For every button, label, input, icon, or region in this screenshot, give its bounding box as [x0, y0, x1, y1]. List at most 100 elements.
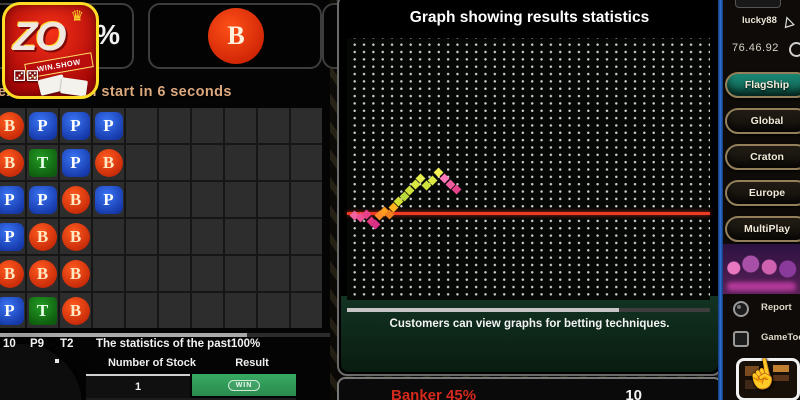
- board-cell: [126, 293, 157, 328]
- banker-bet-button[interactable]: B: [208, 8, 264, 64]
- token-p: P: [94, 185, 123, 214]
- board-cell: [192, 182, 223, 217]
- token-b: B: [0, 111, 24, 140]
- board-cell: P: [27, 108, 58, 143]
- stake-table-row-result: WIN: [192, 374, 296, 396]
- board-cell: B: [60, 293, 91, 328]
- token-p: P: [0, 222, 24, 251]
- phone-screen-block: [773, 375, 789, 381]
- data-point: [451, 184, 462, 195]
- token-b: B: [28, 222, 57, 251]
- board-cell: [159, 182, 190, 217]
- board-cell: [225, 219, 256, 254]
- plot-scrollbar[interactable]: [347, 308, 710, 312]
- stake-table-row-partial: [86, 398, 296, 400]
- region-button-europe[interactable]: Europe: [725, 180, 800, 206]
- board-cell: [159, 256, 190, 291]
- board-cell: T: [27, 145, 58, 180]
- board-cell: P: [27, 182, 58, 217]
- board-cell: [291, 219, 322, 254]
- region-button-flagship[interactable]: FlagShip: [725, 72, 800, 98]
- results-plot: [347, 38, 710, 300]
- balance-value: 76.46.92: [732, 42, 779, 54]
- banker-odds-label: Banker 45%: [391, 387, 477, 400]
- sidebar-item-report[interactable]: Report: [723, 300, 800, 317]
- refresh-icon[interactable]: [789, 42, 800, 57]
- data-point: [370, 219, 381, 230]
- board-cell: [93, 219, 124, 254]
- board-cell: [93, 293, 124, 328]
- board-cell: B: [60, 182, 91, 217]
- board-cell: [192, 145, 223, 180]
- region-button-global[interactable]: Global: [725, 108, 800, 134]
- board-cell: [192, 293, 223, 328]
- token-b: B: [61, 222, 90, 251]
- board-cell: P: [0, 293, 25, 328]
- board-cell: [159, 293, 190, 328]
- board-cell: [126, 182, 157, 217]
- tie-count: T2: [60, 338, 74, 350]
- stake-table-header-stock: Number of Stock: [107, 357, 196, 369]
- triangle-icon[interactable]: △: [780, 11, 795, 30]
- board-cell: [225, 293, 256, 328]
- plot-scrollbar-thumb[interactable]: [347, 308, 619, 312]
- app-logo: ZO ♛ WIN.SHOW ⚂⚄: [2, 2, 99, 99]
- dice-icon: ⚂⚄: [13, 68, 40, 85]
- banker-box: B: [148, 3, 322, 69]
- region-button-multiplay[interactable]: MultiPlay: [725, 216, 800, 242]
- board-cell: [258, 108, 289, 143]
- report-label: Report: [761, 302, 792, 313]
- board-cell: [192, 256, 223, 291]
- region-button-craton[interactable]: Craton: [725, 144, 800, 170]
- board-cell: [225, 182, 256, 217]
- token-p: P: [61, 111, 90, 140]
- token-p: P: [28, 111, 57, 140]
- board-cell: T: [27, 293, 58, 328]
- sidebar: lucky88 △ 76.46.92 FlagShip Global Craton E…: [723, 0, 800, 400]
- board-cell: [291, 145, 322, 180]
- gametool-label: GameTool: [761, 332, 800, 343]
- stake-table-row-stock: 1: [86, 374, 190, 398]
- board-cell: P: [60, 108, 91, 143]
- board-cell: P: [0, 219, 25, 254]
- bullet-dot: [55, 359, 59, 363]
- token-p: P: [0, 185, 24, 214]
- token-p: P: [0, 296, 24, 325]
- stats-caption: The statistics of the past100%: [96, 338, 261, 350]
- board-cell: [258, 293, 289, 328]
- graph-title: Graph showing results statistics: [409, 9, 650, 26]
- phone-screen-block: [745, 366, 759, 376]
- board-cell: B: [60, 256, 91, 291]
- stats-line: 10 P9 T2 The statistics of the past100%: [0, 338, 332, 352]
- board-cell: B: [0, 256, 25, 291]
- board-cell: [225, 145, 256, 180]
- banker-count: 10: [3, 338, 16, 350]
- token-b: B: [61, 259, 90, 288]
- board-scrollbar[interactable]: [0, 333, 330, 337]
- graph-caption: Customers can view graphs for betting te…: [389, 318, 670, 330]
- board-cell: [291, 256, 322, 291]
- token-b: B: [61, 296, 90, 325]
- token-b: B: [0, 148, 24, 177]
- board-cell: [291, 293, 322, 328]
- promo-banner[interactable]: [723, 244, 800, 294]
- banker-odds-panel: Banker 45% 10: [337, 377, 722, 400]
- graph-panel: Graph showing results statistics Custome…: [337, 0, 722, 376]
- banker-badge: B: [227, 21, 245, 50]
- board-cell: [159, 219, 190, 254]
- token-b: B: [28, 259, 57, 288]
- banker-odds-value: 10: [625, 387, 642, 400]
- board-scrollbar-thumb[interactable]: [0, 333, 247, 337]
- win-badge: WIN: [227, 379, 261, 391]
- board-cell: B: [60, 219, 91, 254]
- board-cell: B: [27, 219, 58, 254]
- board-cell: P: [93, 108, 124, 143]
- sidebar-item-gametool[interactable]: GameTool: [723, 330, 800, 347]
- board-cell: P: [60, 145, 91, 180]
- sidebar-top-tab: [735, 0, 781, 8]
- board-cell: [192, 219, 223, 254]
- board-cell: [192, 108, 223, 143]
- board-cell: [126, 219, 157, 254]
